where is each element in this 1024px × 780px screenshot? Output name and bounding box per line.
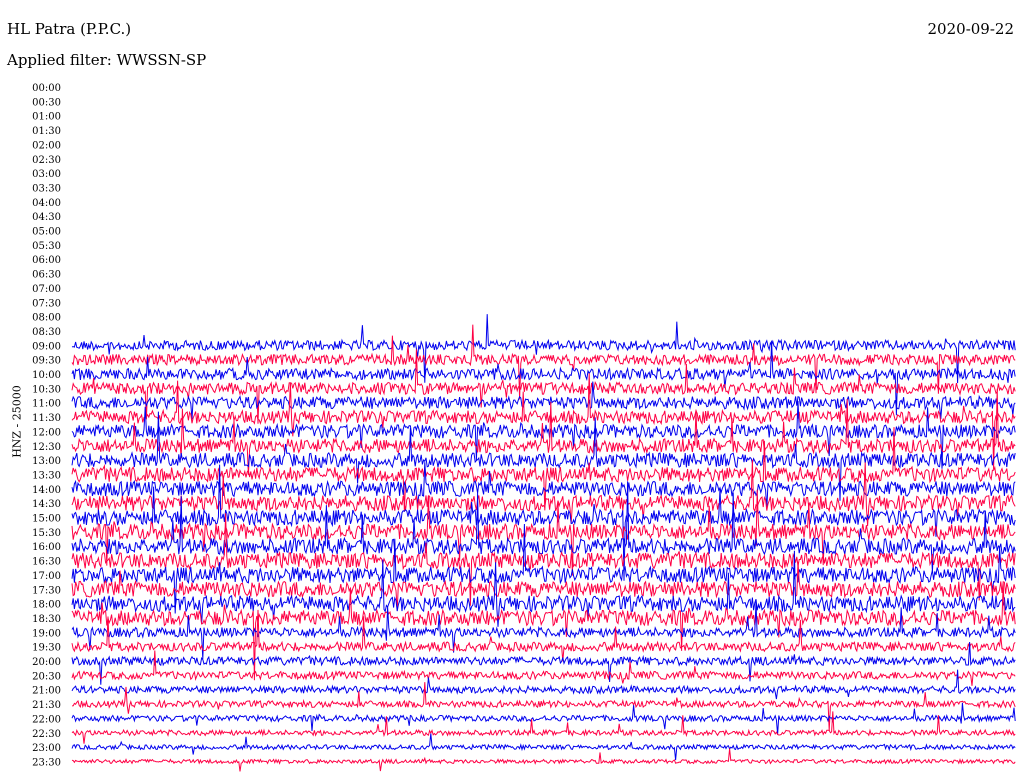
time-tick-label: 11:30 bbox=[32, 413, 61, 424]
date-label: 2020-09-22 bbox=[927, 20, 1014, 38]
time-tick-label: 22:30 bbox=[32, 729, 61, 740]
time-tick-label: 06:00 bbox=[32, 255, 61, 266]
time-tick-label: 03:00 bbox=[32, 169, 61, 180]
time-tick-label: 18:30 bbox=[32, 614, 61, 625]
time-tick-label: 19:00 bbox=[32, 628, 61, 639]
time-tick-label: 10:30 bbox=[32, 384, 61, 395]
time-tick-label: 13:30 bbox=[32, 470, 61, 481]
trace-line bbox=[71, 609, 1016, 662]
trace-line bbox=[71, 711, 1016, 744]
trace-line bbox=[71, 682, 1016, 731]
time-tick-label: 16:30 bbox=[32, 557, 61, 568]
time-tick-label: 13:00 bbox=[32, 456, 61, 467]
trace-line bbox=[71, 489, 1016, 576]
time-tick-label: 02:00 bbox=[32, 140, 61, 151]
time-tick-label: 04:30 bbox=[32, 212, 61, 223]
trace-line bbox=[71, 748, 1016, 772]
time-tick-label: 19:30 bbox=[32, 643, 61, 654]
time-tick-label: 21:00 bbox=[32, 686, 61, 697]
time-tick-label: 01:30 bbox=[32, 126, 61, 137]
trace-line bbox=[71, 427, 1016, 512]
time-tick-label: 02:30 bbox=[32, 155, 61, 166]
trace-line bbox=[71, 481, 1016, 573]
trace-line bbox=[71, 601, 1016, 660]
time-tick-label: 12:30 bbox=[32, 442, 61, 453]
time-tick-label: 00:00 bbox=[32, 83, 61, 94]
time-tick-label: 21:30 bbox=[32, 700, 61, 711]
filter-label: Applied filter: WWSSN-SP bbox=[7, 51, 207, 69]
time-tick-label: 14:30 bbox=[32, 499, 61, 510]
trace-line bbox=[71, 400, 1016, 469]
time-tick-label: 22:00 bbox=[32, 714, 61, 725]
time-tick-label: 16:00 bbox=[32, 542, 61, 553]
time-tick-label: 05:00 bbox=[32, 227, 61, 238]
trace-line bbox=[71, 583, 1016, 681]
time-tick-label: 23:30 bbox=[32, 757, 61, 768]
time-tick-label: 09:00 bbox=[32, 341, 61, 352]
time-tick-label: 09:30 bbox=[32, 356, 61, 367]
trace-line bbox=[71, 324, 1016, 400]
time-tick-label: 07:00 bbox=[32, 284, 61, 295]
time-tick-label: 14:00 bbox=[32, 485, 61, 496]
trace-line bbox=[71, 373, 1016, 470]
time-tick-label: 20:00 bbox=[32, 657, 61, 668]
time-tick-label: 23:00 bbox=[32, 743, 61, 754]
time-tick-label: 20:30 bbox=[32, 671, 61, 682]
time-tick-label: 15:00 bbox=[32, 514, 61, 525]
trace-line bbox=[71, 411, 1016, 501]
trace-line bbox=[71, 388, 1016, 476]
time-tick-label: 06:30 bbox=[32, 270, 61, 281]
trace-line bbox=[71, 523, 1016, 614]
time-tick-label: 07:30 bbox=[32, 298, 61, 309]
trace-line bbox=[71, 669, 1016, 700]
trace-line bbox=[71, 513, 1016, 606]
time-tick-label: 17:30 bbox=[32, 585, 61, 596]
trace-line bbox=[71, 349, 1016, 424]
time-tick-label: 08:00 bbox=[32, 313, 61, 324]
time-tick-label: 10:00 bbox=[32, 370, 61, 381]
time-tick-label: 11:00 bbox=[32, 399, 61, 410]
trace-line bbox=[71, 650, 1016, 686]
time-tick-label: 00:30 bbox=[32, 97, 61, 108]
trace-line bbox=[71, 381, 1016, 420]
time-tick-label: 04:00 bbox=[32, 198, 61, 209]
time-tick-label: 15:30 bbox=[32, 528, 61, 539]
trace-line bbox=[71, 733, 1016, 761]
time-tick-label: 05:30 bbox=[32, 241, 61, 252]
time-tick-label: 03:30 bbox=[32, 183, 61, 194]
trace-line bbox=[71, 459, 1016, 527]
time-tick-label: 01:00 bbox=[32, 112, 61, 123]
trace-line bbox=[71, 562, 1016, 611]
time-tick-label: 17:00 bbox=[32, 571, 61, 582]
time-tick-label: 08:30 bbox=[32, 327, 61, 338]
trace-line bbox=[71, 314, 1016, 384]
station-title: HL Patra (P.P.C.) bbox=[7, 20, 132, 38]
time-tick-label: 12:00 bbox=[32, 427, 61, 438]
trace-line bbox=[71, 464, 1016, 581]
trace-line bbox=[71, 340, 1016, 416]
time-tick-label: 18:00 bbox=[32, 600, 61, 611]
trace-line bbox=[71, 641, 1016, 685]
trace-line bbox=[71, 550, 1016, 627]
trace-line bbox=[71, 702, 1016, 735]
